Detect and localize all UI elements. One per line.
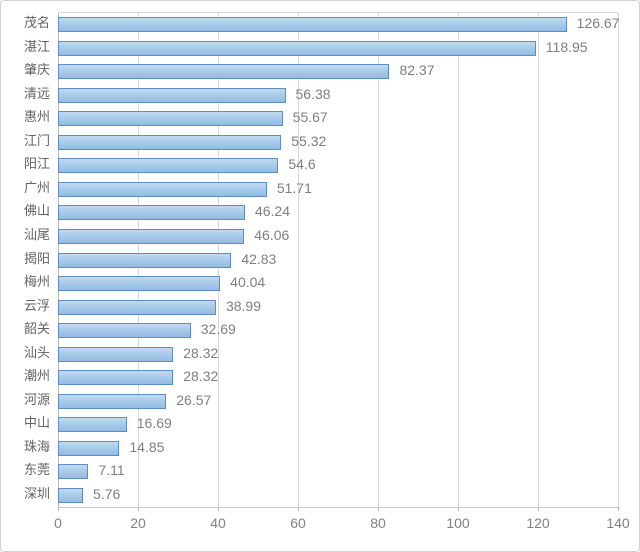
bar-湛江: [58, 40, 536, 56]
bar-珠海: [58, 440, 120, 456]
category-label: 云浮: [23, 298, 50, 314]
plot-area: [58, 12, 619, 508]
bar-揭阳: [58, 252, 232, 268]
category-label: 潮州: [23, 369, 50, 385]
bar-东莞: [58, 464, 89, 480]
value-label: 5.76: [93, 485, 121, 502]
category-label: 珠海: [23, 439, 50, 455]
category-label: 广州: [23, 180, 50, 196]
x-tick-label: 100: [446, 515, 470, 531]
value-label: 46.24: [254, 203, 290, 220]
value-label: 32.69: [200, 321, 236, 338]
bar-河源: [58, 393, 167, 409]
bar-汕头: [58, 346, 174, 362]
bar-广州: [58, 181, 267, 197]
value-label: 28.32: [183, 344, 219, 361]
value-label: 14.85: [129, 438, 165, 455]
x-tick-mark: [58, 507, 59, 511]
x-tick-mark: [218, 507, 219, 511]
category-label: 中山: [23, 416, 50, 432]
category-label: 河源: [23, 392, 50, 408]
bar-佛山: [58, 205, 245, 221]
value-label: 40.04: [230, 274, 266, 291]
bar-惠州: [58, 111, 283, 127]
x-tick-label: 0: [54, 515, 62, 531]
gridline: [457, 13, 459, 507]
value-label: 51.71: [276, 179, 312, 196]
x-tick-mark: [298, 507, 299, 511]
category-label: 江门: [23, 133, 50, 149]
x-tick-label: 80: [370, 515, 386, 531]
value-label: 126.67: [576, 15, 620, 32]
value-label: 55.67: [292, 109, 328, 126]
x-tick-label: 140: [606, 515, 630, 531]
value-label: 28.32: [183, 368, 219, 385]
bar-肇庆: [58, 64, 390, 80]
x-tick-label: 40: [210, 515, 226, 531]
value-label: 38.99: [225, 297, 261, 314]
gridline: [377, 13, 379, 507]
bar-茂名: [58, 17, 567, 33]
bar-潮州: [58, 370, 174, 386]
bar-清远: [58, 87, 286, 103]
gridline: [537, 13, 539, 507]
category-label: 湛江: [23, 39, 50, 55]
bar-江门: [58, 134, 282, 150]
value-label: 56.38: [295, 85, 331, 102]
x-tick-mark: [458, 507, 459, 511]
category-label: 汕头: [23, 345, 50, 361]
value-label: 82.37: [399, 62, 435, 79]
x-tick-label: 60: [290, 515, 306, 531]
category-label: 肇庆: [23, 63, 50, 79]
bar-中山: [58, 417, 127, 433]
category-label: 揭阳: [23, 251, 50, 267]
x-tick-mark: [138, 507, 139, 511]
category-label: 梅州: [23, 275, 50, 291]
category-label: 东莞: [23, 463, 50, 479]
category-label: 阳江: [23, 157, 50, 173]
category-label: 佛山: [23, 204, 50, 220]
value-label: 54.6: [288, 156, 316, 173]
bar-阳江: [58, 158, 279, 174]
bar-云浮: [58, 299, 216, 315]
x-tick-mark: [618, 507, 619, 511]
value-label: 55.32: [291, 132, 327, 149]
category-label: 清远: [23, 86, 50, 102]
bar-汕尾: [58, 228, 245, 244]
value-label: 7.11: [98, 462, 125, 479]
x-tick-mark: [538, 507, 539, 511]
bar-深圳: [58, 487, 84, 503]
value-label: 46.06: [254, 226, 290, 243]
value-label: 42.83: [241, 250, 277, 267]
category-label: 茂名: [23, 16, 50, 32]
x-tick-label: 120: [526, 515, 550, 531]
gridline: [297, 13, 299, 507]
gridline: [617, 13, 619, 507]
category-label: 汕尾: [23, 227, 50, 243]
value-label: 16.69: [136, 415, 172, 432]
x-tick-mark: [378, 507, 379, 511]
value-label: 26.57: [176, 391, 212, 408]
bar-梅州: [58, 276, 221, 292]
category-label: 韶关: [23, 322, 50, 338]
category-label: 惠州: [23, 110, 50, 126]
bar-韶关: [58, 323, 191, 339]
value-label: 118.95: [545, 38, 588, 55]
category-label: 深圳: [23, 486, 50, 502]
x-tick-label: 20: [130, 515, 146, 531]
